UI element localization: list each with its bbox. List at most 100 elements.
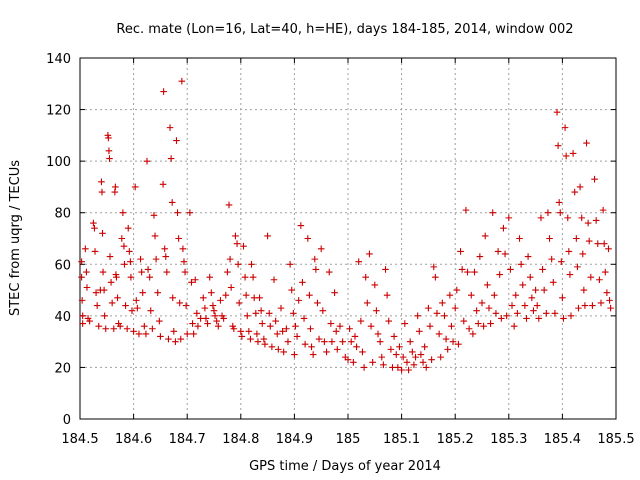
data-point (481, 232, 489, 240)
x-tick-label: 185 (336, 432, 361, 447)
data-point (507, 266, 514, 273)
data-point (150, 211, 158, 219)
data-point (79, 320, 86, 327)
data-point (491, 291, 498, 299)
data-point (484, 281, 491, 289)
data-point (457, 248, 464, 255)
data-point (371, 281, 379, 289)
data-point (275, 346, 282, 353)
data-point (346, 325, 353, 333)
data-point (435, 330, 443, 338)
data-point (138, 268, 145, 276)
data-point (128, 307, 136, 314)
data-point (357, 317, 365, 325)
data-point (139, 289, 147, 296)
data-point (237, 328, 245, 335)
data-point (82, 245, 89, 253)
data-point (321, 338, 328, 345)
data-point (102, 325, 110, 333)
data-point (465, 325, 473, 333)
data-point (279, 328, 286, 335)
y-tick-label: 40 (54, 310, 71, 325)
data-point (233, 240, 241, 247)
data-point (437, 353, 445, 361)
data-point (154, 289, 162, 296)
data-point (575, 304, 582, 312)
data-point (211, 312, 219, 320)
data-point (480, 322, 487, 330)
data-point (93, 302, 101, 309)
data-point (90, 219, 97, 227)
data-point (597, 299, 605, 307)
data-point (367, 322, 375, 330)
data-point (110, 325, 118, 333)
data-point (78, 273, 85, 281)
x-tick-label: 184.7 (169, 432, 206, 447)
data-point (428, 356, 435, 363)
data-point (182, 302, 190, 309)
data-point (190, 330, 197, 338)
data-point (240, 242, 247, 250)
y-tick-label: 80 (54, 207, 71, 222)
data-point (253, 330, 261, 338)
data-point (501, 250, 509, 258)
data-point (300, 315, 308, 322)
data-point (217, 297, 224, 304)
data-point (432, 273, 439, 281)
data-point (605, 245, 612, 253)
data-point (532, 286, 539, 294)
x-axis-tick-labels: 184.5 184.6 184.7 184.8 184.9 185 185.1 185.2 18… (61, 432, 634, 447)
data-point (168, 199, 176, 206)
data-point (277, 304, 285, 312)
data-point (214, 322, 222, 330)
data-point (100, 286, 108, 294)
data-point (126, 248, 133, 255)
data-point (183, 330, 191, 338)
data-point (83, 284, 91, 291)
data-point (585, 237, 593, 245)
data-point (398, 366, 405, 374)
data-point (83, 268, 90, 276)
data-point (213, 317, 220, 325)
data-point (105, 134, 112, 142)
data-point (258, 320, 266, 327)
data-point (204, 320, 211, 327)
data-point (419, 358, 427, 366)
data-point (571, 188, 579, 196)
data-point (266, 322, 274, 330)
data-point (206, 273, 214, 281)
data-point (469, 330, 477, 338)
data-point (579, 250, 587, 258)
data-point (554, 142, 562, 149)
data-point (232, 232, 239, 240)
data-point (333, 346, 341, 353)
data-point (162, 253, 170, 260)
data-point (497, 315, 505, 322)
data-point (328, 338, 336, 345)
data-point (523, 315, 530, 322)
data-point (535, 315, 543, 322)
data-point (458, 266, 466, 273)
data-point (399, 353, 407, 361)
data-point (446, 291, 454, 299)
data-point (118, 235, 126, 242)
data-point (272, 317, 279, 325)
data-point (524, 253, 532, 260)
data-point (166, 124, 174, 131)
data-point (189, 320, 196, 327)
data-point (573, 235, 580, 242)
data-point (603, 289, 611, 296)
data-point (124, 224, 132, 232)
data-point (157, 333, 164, 340)
data-point (441, 312, 448, 320)
data-point (106, 253, 114, 260)
data-point (261, 340, 269, 348)
data-point (101, 312, 108, 320)
data-point (293, 333, 301, 340)
data-points (78, 77, 614, 374)
data-point (512, 291, 520, 299)
data-point (580, 286, 588, 294)
data-point (177, 335, 185, 343)
data-point (173, 137, 180, 144)
data-point (201, 304, 209, 312)
